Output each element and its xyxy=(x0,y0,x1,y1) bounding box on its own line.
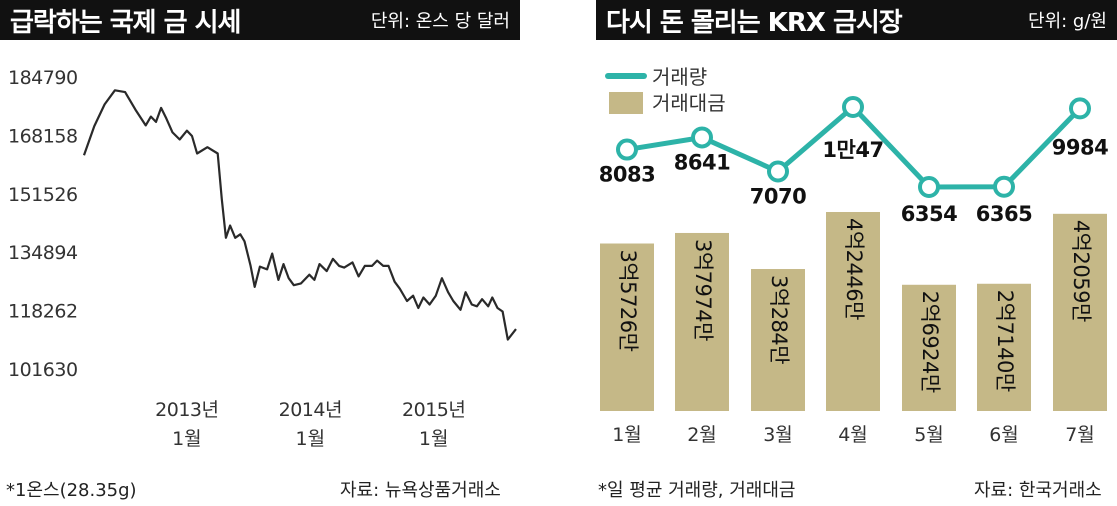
y-tick-label-2: 151526 xyxy=(8,184,78,206)
x-category-label-6: 6월 xyxy=(989,424,1019,446)
right-footnote: *일 평균 거래량, 거래대금 xyxy=(598,480,796,501)
y-tick-label-1: 168158 xyxy=(8,125,78,147)
left-chart-unit: 단위: 온스 당 달러 xyxy=(370,11,510,32)
y-tick-label-5: 101630 xyxy=(8,359,78,381)
bar-value-label-7: 4억2059만 xyxy=(1069,220,1093,322)
x-tick-label-year-1: 2014년 xyxy=(279,399,342,421)
bar-value-label-2: 3억7974만 xyxy=(691,239,715,341)
volume-point-7 xyxy=(1069,97,1091,120)
volume-point-label-3: 7070 xyxy=(750,184,806,208)
bar-value-label-4: 4억2446만 xyxy=(842,218,866,320)
bar-value-label-5: 2억6924만 xyxy=(918,291,942,393)
y-tick-label-0: 184790 xyxy=(8,67,78,89)
x-tick-label-year-0: 2013년 xyxy=(155,399,218,421)
legend-line-label: 거래량 xyxy=(652,65,707,89)
volume-point-1 xyxy=(616,138,638,161)
volume-point-3 xyxy=(767,160,789,183)
bar-3 xyxy=(751,269,805,411)
bar-value-label-1: 3억5726만 xyxy=(616,250,640,352)
bar-value-label-6: 2억7140만 xyxy=(993,290,1017,392)
x-category-label-2: 2월 xyxy=(687,424,717,446)
volume-point-label-5: 6354 xyxy=(901,202,957,226)
x-tick-label-month-1: 1월 xyxy=(295,428,325,450)
volume-point-label-6: 6365 xyxy=(976,202,1032,226)
bar-5 xyxy=(902,284,956,411)
y-tick-label-3: 134894 xyxy=(8,242,78,264)
bar-6 xyxy=(977,283,1031,411)
bar-4 xyxy=(826,212,880,411)
bar-value-label-3: 3억284만 xyxy=(767,275,791,364)
volume-point-2 xyxy=(691,126,713,149)
gold-price-line xyxy=(82,89,517,341)
x-tick-label-month-0: 1월 xyxy=(172,428,202,450)
volume-point-label-2: 8641 xyxy=(674,150,730,174)
left-chart-title-bar: 급락하는 국제 금 시세 단위: 온스 당 달러 xyxy=(0,0,520,40)
volume-point-label-7: 9984 xyxy=(1052,135,1108,159)
x-tick-label-month-2: 1월 xyxy=(419,428,449,450)
x-category-label-5: 5월 xyxy=(914,424,944,446)
left-chart-title: 급락하는 국제 금 시세 xyxy=(10,7,241,38)
left-footnote: *1온스(28.35g) xyxy=(6,480,137,501)
x-category-label-4: 4월 xyxy=(838,424,868,446)
right-chart-title: 다시 돈 몰리는 KRX 금시장 xyxy=(606,7,903,38)
right-source: 자료: 한국거래소 xyxy=(974,480,1102,501)
x-category-label-3: 3월 xyxy=(763,424,793,446)
x-tick-label-year-2: 2015년 xyxy=(402,399,465,421)
volume-point-label-4: 1만47 xyxy=(822,138,883,162)
volume-point-6 xyxy=(993,175,1015,198)
x-category-label-7: 7월 xyxy=(1065,424,1095,446)
bar-2 xyxy=(675,232,729,411)
bar-7 xyxy=(1053,213,1107,411)
left-source: 자료: 뉴욕상품거래소 xyxy=(340,480,501,501)
bar-1 xyxy=(600,243,654,411)
y-tick-label-4: 118262 xyxy=(8,301,78,323)
x-category-label-1: 1월 xyxy=(612,424,642,446)
volume-point-5 xyxy=(918,176,940,198)
legend-bar-swatch xyxy=(609,92,643,114)
volume-point-4 xyxy=(842,96,864,118)
right-chart-unit: 단위: g/원 xyxy=(1028,11,1107,32)
legend-bar-label: 거래대금 xyxy=(652,91,726,115)
right-chart-title-bar: 다시 돈 몰리는 KRX 금시장 단위: g/원 xyxy=(596,0,1117,40)
volume-point-label-1: 8083 xyxy=(599,163,655,187)
gold-price-line-chart: 184790 168158 151526 134894 118262 101630 2013… xyxy=(8,67,517,450)
